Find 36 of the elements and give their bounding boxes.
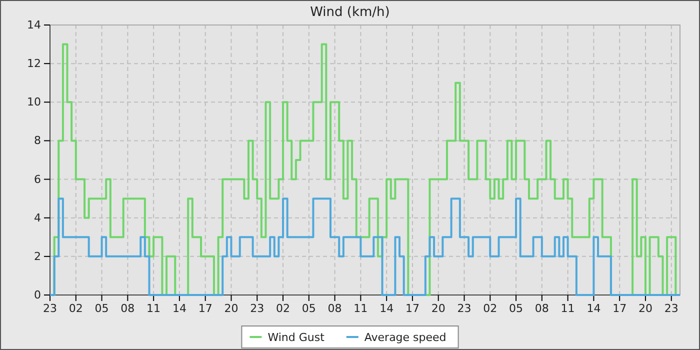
y-tick-label: 2 bbox=[34, 250, 41, 263]
x-tick-label: 08 bbox=[328, 302, 342, 315]
x-tick-label: 23 bbox=[664, 302, 678, 315]
y-tick-label: 8 bbox=[34, 134, 41, 148]
x-tick-label: 02 bbox=[483, 302, 498, 315]
x-tick-label: 05 bbox=[94, 302, 109, 315]
x-tick-label: 11 bbox=[560, 302, 575, 315]
x-tick-label: 11 bbox=[354, 302, 368, 315]
x-tick-label: 17 bbox=[405, 302, 420, 315]
y-tick-label: 0 bbox=[34, 288, 41, 302]
x-tick-label: 05 bbox=[302, 302, 316, 315]
x-tick-label: 20 bbox=[431, 302, 446, 315]
x-tick-label: 14 bbox=[586, 302, 601, 315]
legend-label: Average speed bbox=[364, 331, 446, 344]
x-tick-label: 08 bbox=[120, 302, 135, 315]
x-tick-label: 14 bbox=[172, 302, 186, 315]
x-tick-label: 23 bbox=[43, 302, 57, 315]
x-tick-label: 05 bbox=[509, 302, 524, 315]
x-tick-label: 02 bbox=[68, 302, 83, 315]
x-tick-label: 20 bbox=[638, 302, 652, 315]
y-tick-label: 10 bbox=[27, 96, 41, 109]
x-tick-label: 02 bbox=[276, 302, 290, 315]
x-tick-label: 11 bbox=[146, 302, 161, 315]
x-tick-label: 08 bbox=[534, 302, 549, 315]
y-tick-label: 4 bbox=[34, 211, 41, 224]
y-tick-label: 12 bbox=[27, 57, 41, 70]
x-tick-label: 14 bbox=[380, 302, 394, 315]
x-tick-label: 17 bbox=[198, 302, 212, 315]
x-tick-label: 23 bbox=[250, 302, 264, 315]
chart-title: Wind (km/h) bbox=[310, 5, 390, 20]
y-tick-label: 6 bbox=[34, 172, 41, 186]
x-tick-label: 17 bbox=[612, 302, 627, 315]
legend-label: Wind Gust bbox=[268, 331, 326, 344]
y-tick-label: 14 bbox=[27, 18, 41, 32]
x-tick-label: 23 bbox=[457, 302, 472, 315]
x-tick-label: 20 bbox=[224, 302, 238, 315]
